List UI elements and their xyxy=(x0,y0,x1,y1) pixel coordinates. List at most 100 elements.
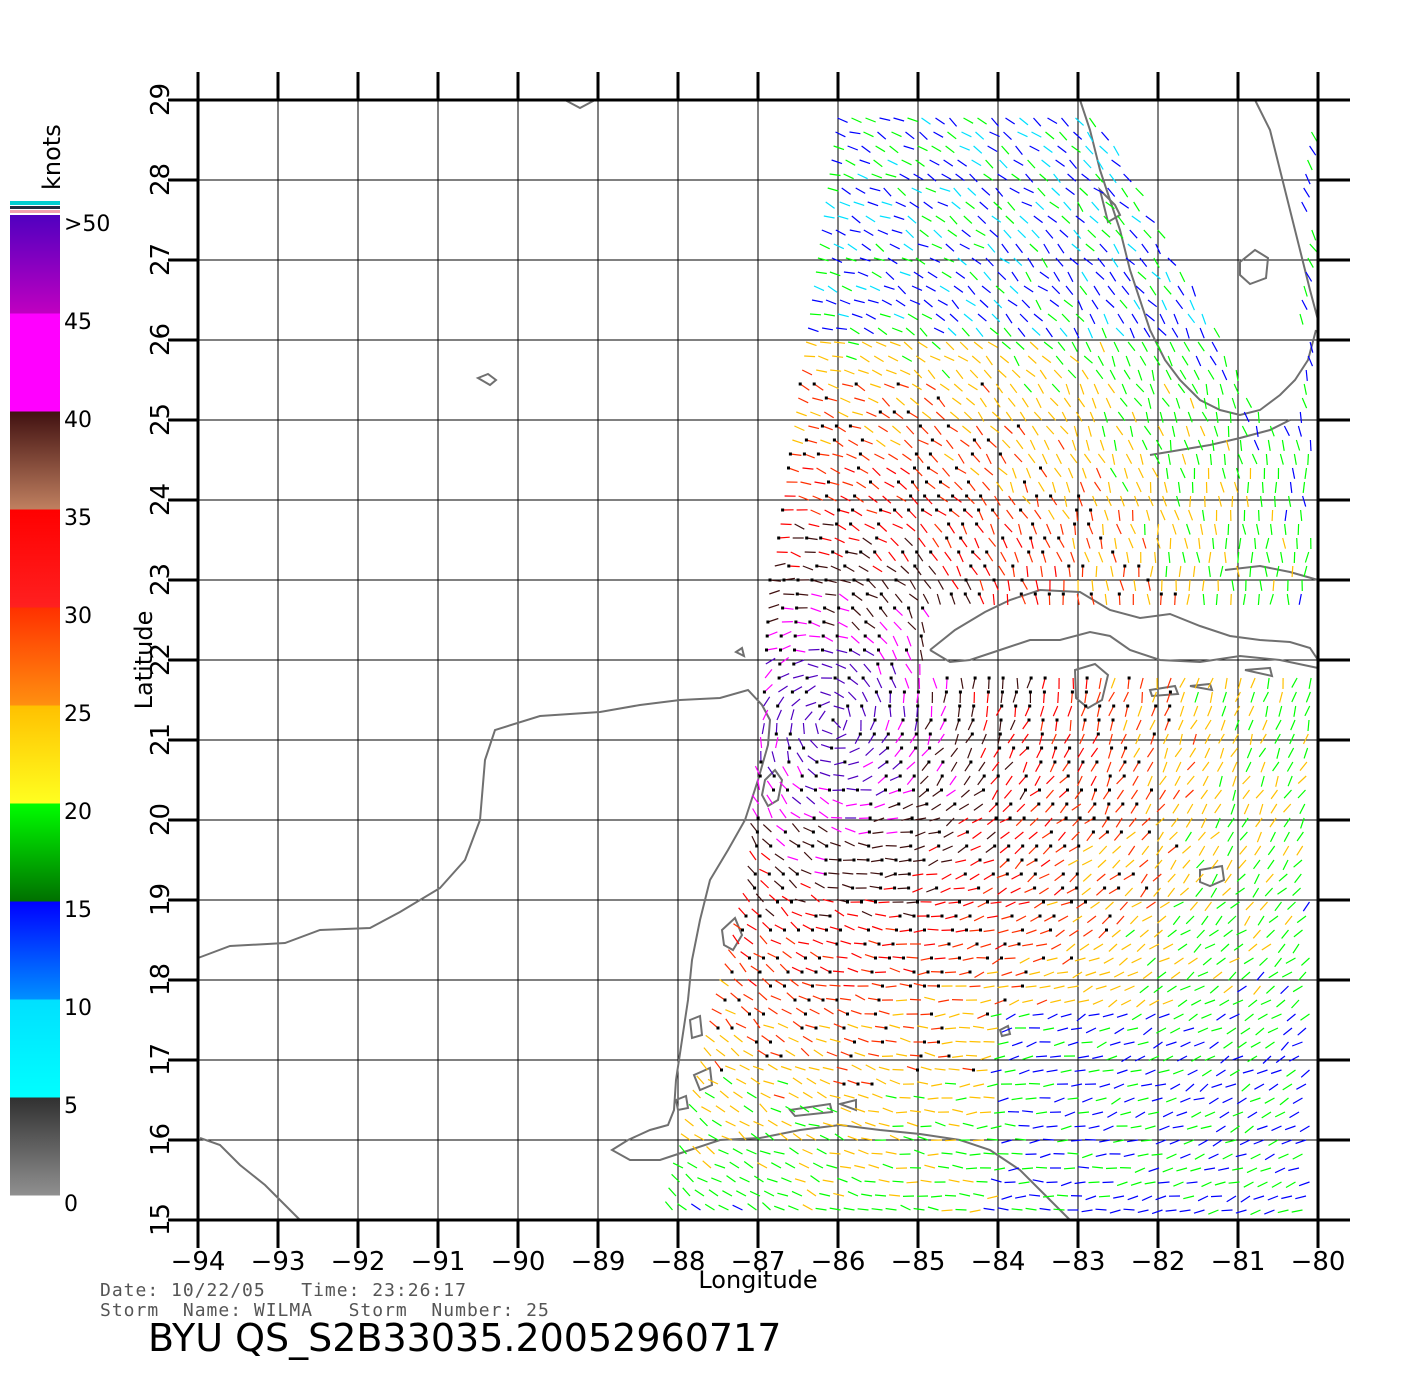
wind-vector xyxy=(1271,1181,1282,1188)
wind-vector xyxy=(921,621,925,633)
wind-vector xyxy=(1241,425,1248,437)
wind-vector xyxy=(845,159,856,166)
wind-vector xyxy=(958,803,970,811)
wind-vector xyxy=(1081,173,1091,182)
wind-vector xyxy=(981,285,991,294)
wind-vector xyxy=(1209,453,1212,466)
wind-vector xyxy=(829,1207,841,1211)
rain-flag-dot xyxy=(765,634,769,638)
wind-vector xyxy=(736,1078,747,1085)
wind-vector xyxy=(1013,159,1024,166)
wind-vector xyxy=(847,1023,859,1029)
wind-vector xyxy=(1067,1152,1079,1155)
wind-vector xyxy=(1236,565,1240,577)
wind-vector xyxy=(1115,327,1125,337)
rain-flag-dot xyxy=(959,536,963,540)
wind-vector xyxy=(944,1082,957,1085)
wind-vector xyxy=(1072,537,1076,549)
wind-vector xyxy=(973,1193,985,1197)
wind-vector xyxy=(1068,929,1079,937)
wind-vector xyxy=(1108,691,1115,702)
wind-vector xyxy=(827,285,838,293)
wind-vector xyxy=(1197,439,1204,451)
wind-vector xyxy=(1180,691,1185,703)
wind-vector xyxy=(973,1083,985,1088)
rain-flag-dot xyxy=(972,1068,975,1072)
wind-vector xyxy=(875,1078,887,1085)
wind-vector xyxy=(1074,523,1077,536)
rain-flag-dot xyxy=(874,1012,877,1016)
wind-vector xyxy=(1014,705,1017,718)
wind-vector xyxy=(882,1107,894,1113)
wind-vector xyxy=(1118,509,1121,521)
rain-flag-dot xyxy=(1070,956,1073,960)
wind-vector xyxy=(878,425,889,433)
rain-flag-dot xyxy=(802,746,806,750)
wind-vector xyxy=(932,677,938,689)
wind-vector xyxy=(1029,439,1036,451)
rain-flag-dot xyxy=(723,998,727,1002)
wind-vector xyxy=(1305,173,1311,185)
wind-vector xyxy=(1057,439,1065,450)
wind-vector xyxy=(849,663,858,673)
wind-vector xyxy=(1121,187,1129,198)
rain-flag-dot xyxy=(1065,802,1069,806)
wind-vector xyxy=(1239,845,1248,855)
wind-vector xyxy=(885,1039,897,1043)
rain-flag-dot xyxy=(1159,592,1163,596)
wind-vector xyxy=(938,943,950,947)
wind-vector xyxy=(1009,187,1020,194)
rain-flag-dot xyxy=(910,816,914,820)
wind-vector xyxy=(896,1053,908,1057)
wind-vector xyxy=(1257,1013,1268,1021)
wind-vector xyxy=(831,257,843,263)
wind-vector xyxy=(919,775,929,785)
wind-vector xyxy=(861,705,867,717)
rain-flag-dot xyxy=(965,844,969,848)
wind-vector xyxy=(746,923,757,931)
rain-flag-dot xyxy=(869,802,873,806)
wind-vector xyxy=(841,285,853,292)
wind-vector xyxy=(889,243,900,250)
wind-vector xyxy=(1107,481,1112,493)
wind-vector xyxy=(1088,957,1100,962)
wind-vector xyxy=(901,159,912,166)
wind-vector xyxy=(903,912,915,917)
wind-vector xyxy=(819,701,831,707)
wind-vector xyxy=(923,201,933,209)
wind-vector xyxy=(1279,691,1283,703)
wind-vector xyxy=(959,915,971,921)
wind-vector xyxy=(700,1061,708,1071)
wind-vector xyxy=(908,593,919,601)
wind-vector xyxy=(1183,1027,1195,1032)
wind-vector xyxy=(1173,313,1179,325)
wind-vector xyxy=(808,1066,820,1071)
rain-flag-dot xyxy=(915,718,919,722)
wind-vector xyxy=(1001,1139,1013,1144)
wind-vector xyxy=(928,565,937,575)
rain-flag-dot xyxy=(918,424,922,428)
wind-vector xyxy=(1079,187,1089,196)
rain-flag-dot xyxy=(1117,592,1121,596)
legend-tick-label: 40 xyxy=(64,408,92,433)
rain-flag-dot xyxy=(979,928,982,932)
wind-vector xyxy=(1189,495,1192,508)
wind-vector xyxy=(1079,383,1085,395)
wind-vector xyxy=(1126,831,1136,840)
wind-vector xyxy=(889,1024,901,1029)
wind-vector xyxy=(902,691,905,704)
wind-vector xyxy=(1212,1139,1223,1147)
rain-flag-dot xyxy=(825,494,829,498)
wind-vector xyxy=(1307,719,1310,732)
rain-flag-dot xyxy=(951,494,955,498)
rain-flag-dot xyxy=(881,1040,884,1044)
wind-vector xyxy=(1275,1055,1286,1064)
wind-vector xyxy=(954,733,959,745)
wind-vector xyxy=(706,1146,715,1155)
wind-vector xyxy=(1005,1013,1016,1021)
wind-vector xyxy=(1035,1055,1048,1058)
wind-vector xyxy=(875,913,887,917)
wind-vector xyxy=(1039,873,1050,880)
wind-vector xyxy=(1081,859,1093,866)
wind-vector xyxy=(1070,691,1073,704)
